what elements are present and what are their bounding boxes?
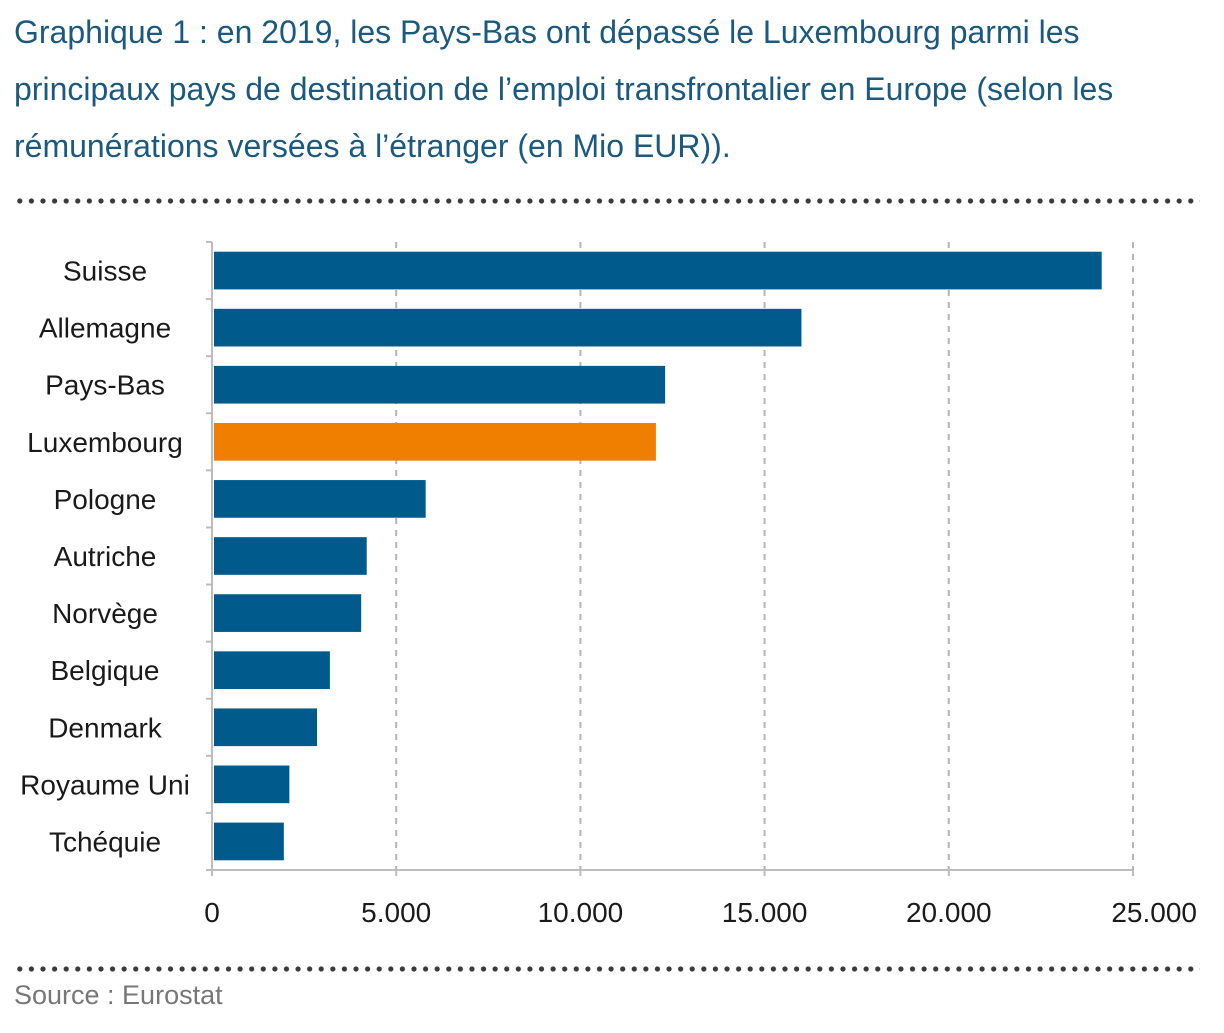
category-label-1: Allemagne: [39, 313, 171, 344]
bar-9: [214, 765, 290, 804]
source-note: Source : Eurostat: [14, 980, 223, 1010]
bar-6: [214, 594, 362, 632]
category-label-4: Pologne: [54, 484, 157, 515]
x-tick-label-3: 15.000: [722, 897, 808, 928]
chart-title: Graphique 1 : en 2019, les Pays-Bas ont …: [14, 14, 1114, 164]
bar-8: [214, 708, 317, 747]
bar-1: [214, 308, 802, 347]
bar-5: [214, 537, 367, 575]
category-label-7: Belgique: [51, 655, 160, 686]
bar-4: [214, 480, 426, 518]
bar-10: [214, 822, 284, 861]
axes: [206, 241, 1134, 876]
x-tick-label-4: 20.000: [906, 897, 992, 928]
gridlines: [395, 242, 1134, 870]
bar-0: [214, 251, 1102, 290]
category-label-6: Norvège: [52, 598, 158, 629]
x-tick-label-2: 10.000: [538, 897, 624, 928]
bar-2: [214, 365, 666, 404]
bars: [214, 251, 1102, 861]
bar-7: [214, 651, 330, 690]
bar-3: [214, 422, 656, 461]
category-label-8: Denmark: [48, 712, 163, 743]
x-tick-label-1: 5.000: [361, 897, 431, 928]
bar-chart: Suisse Allemagne Pays-Bas Luxembourg Pologne…: [20, 241, 1197, 928]
category-label-2: Pays-Bas: [45, 370, 165, 401]
category-label-0: Suisse: [63, 256, 147, 287]
category-label-10: Tchéquie: [49, 826, 161, 857]
bottom-dotted-divider: [14, 966, 1200, 972]
top-dotted-divider: [14, 198, 1200, 204]
category-label-5: Autriche: [54, 541, 157, 572]
tick-labels: 0 5.000 10.000 15.000 20.000 25.000: [204, 897, 1197, 928]
x-tick-label-5: 25.000: [1111, 897, 1197, 928]
x-tick-label-0: 0: [204, 897, 220, 928]
category-labels: Suisse Allemagne Pays-Bas Luxembourg Pologne…: [20, 256, 190, 858]
category-label-3: Luxembourg: [27, 427, 183, 458]
category-label-9: Royaume Uni: [20, 769, 190, 800]
